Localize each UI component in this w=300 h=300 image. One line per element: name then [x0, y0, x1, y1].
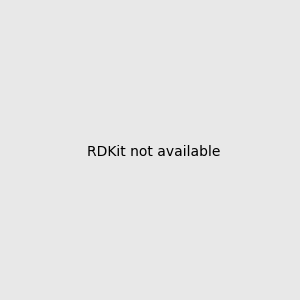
Text: RDKit not available: RDKit not available: [87, 145, 220, 158]
